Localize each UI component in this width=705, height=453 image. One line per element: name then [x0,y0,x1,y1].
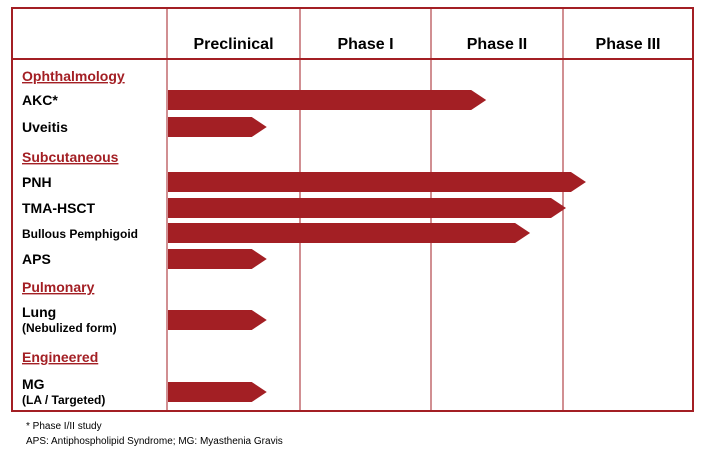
progress-arrow-bullous-pemphigoid [168,223,531,243]
footnote-phase: * Phase I/II study [26,421,102,432]
progress-arrow-mg [168,382,267,402]
footnote-abbreviations: APS: Antiphospholipid Syndrome; MG: Myas… [26,436,283,447]
program-label-lung: Lung [22,304,56,320]
category-ophthalmology: Ophthalmology [22,68,125,84]
category-subcutaneous: Subcutaneous [22,149,119,165]
program-label-mg: MG [22,376,45,392]
program-label-tma-hsct: TMA-HSCT [22,200,96,216]
program-label-akc: AKC* [22,92,58,108]
category-pulmonary: Pulmonary [22,279,95,295]
phase-header-phase-iii: Phase III [596,36,661,53]
progress-arrow-aps [168,249,267,269]
table-frame [11,7,694,412]
category-engineered: Engineered [22,349,98,365]
program-label-bullous-pemphigoid: Bullous Pemphigoid [22,227,138,241]
program-label-uveitis: Uveitis [22,119,68,135]
phase-header-phase-ii: Phase II [467,36,527,53]
phase-header-preclinical: Preclinical [193,36,273,53]
pipeline-chart: Preclinical Phase I Phase II Phase III Ophth… [11,7,694,412]
progress-arrow-akc [168,90,487,110]
progress-arrow-uveitis [168,117,267,137]
program-sublabel-mg: (LA / Targeted) [22,393,105,407]
program-label-pnh: PNH [22,174,52,190]
phase-header-phase-i: Phase I [337,36,393,53]
program-label-aps: APS [22,251,51,267]
program-sublabel-lung: (Nebulized form) [22,321,117,335]
progress-arrow-lung [168,310,267,330]
progress-arrow-pnh [168,172,586,192]
progress-arrow-tma-hsct [168,198,566,218]
